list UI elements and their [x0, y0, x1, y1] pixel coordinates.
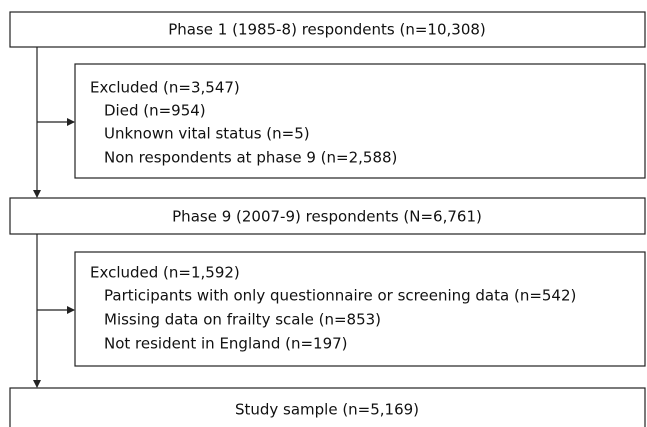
box-item: Died (n=954) [104, 102, 206, 120]
box [74, 251, 646, 367]
box-label: Excluded (n=3,547) [90, 79, 240, 97]
box [74, 63, 646, 179]
box-label: Study sample (n=5,169) [235, 401, 419, 419]
box-label: Excluded (n=1,592) [90, 264, 240, 282]
box-item: Non respondents at phase 9 (n=2,588) [104, 149, 397, 167]
box-label: Phase 1 (1985-8) respondents (n=10,308) [168, 21, 486, 39]
box-item: Missing data on frailty scale (n=853) [104, 311, 381, 329]
box [9, 387, 646, 427]
box-label: Phase 9 (2007-9) respondents (N=6,761) [172, 208, 482, 226]
box-item: Unknown vital status (n=5) [104, 125, 310, 143]
box [9, 197, 646, 235]
box [9, 11, 646, 48]
box-item: Not resident in England (n=197) [104, 335, 348, 353]
box-item: Participants with only questionnaire or … [104, 287, 576, 305]
